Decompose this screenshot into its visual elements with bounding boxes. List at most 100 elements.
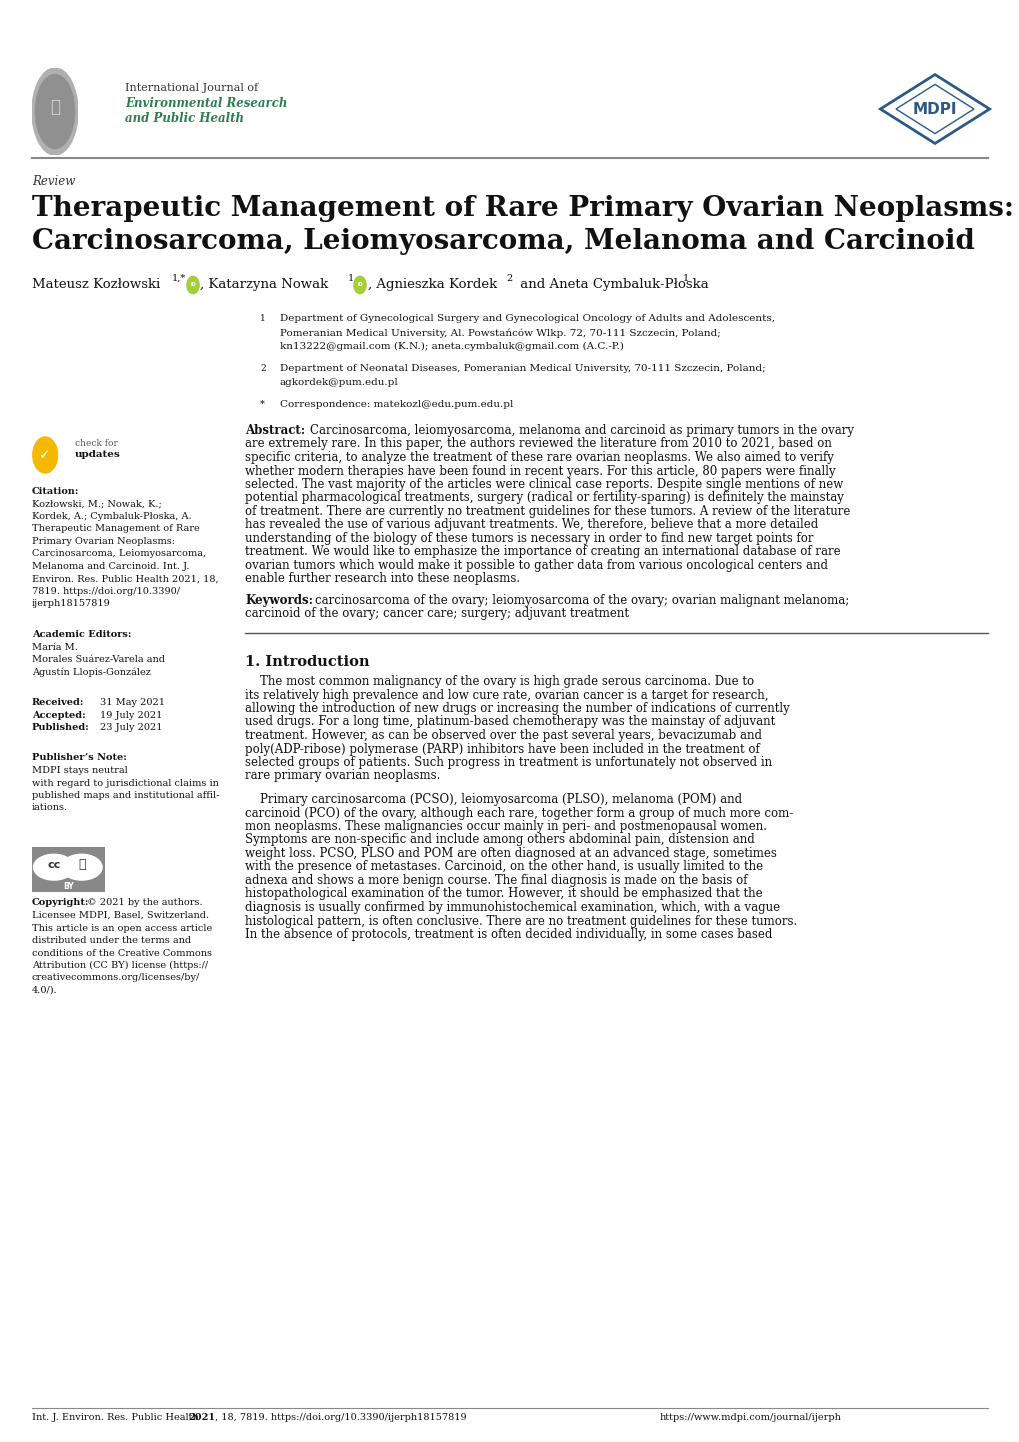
Text: selected groups of patients. Such progress in treatment is unfortunately not obs: selected groups of patients. Such progre… xyxy=(245,756,771,769)
Text: Primary carcinosarcoma (PCSO), leiomyosarcoma (PLSO), melanoma (POM) and: Primary carcinosarcoma (PCSO), leiomyosa… xyxy=(245,793,742,806)
Text: carcinoid of the ovary; cancer care; surgery; adjuvant treatment: carcinoid of the ovary; cancer care; sur… xyxy=(245,607,629,620)
Text: Published:: Published: xyxy=(32,722,90,733)
Text: Environmental Research: Environmental Research xyxy=(125,97,287,110)
Ellipse shape xyxy=(32,68,77,154)
Text: potential pharmacological treatments, surgery (radical or fertility-sparing) is : potential pharmacological treatments, su… xyxy=(245,492,843,505)
Text: cc: cc xyxy=(47,859,60,870)
Text: International Journal of: International Journal of xyxy=(125,84,258,92)
Text: 2021: 2021 xyxy=(187,1413,215,1422)
Text: iations.: iations. xyxy=(32,803,68,812)
Text: poly(ADP-ribose) polymerase (PARP) inhibitors have been included in the treatmen: poly(ADP-ribose) polymerase (PARP) inhib… xyxy=(245,743,759,756)
Text: and Public Health: and Public Health xyxy=(125,112,244,125)
Text: histopathological examination of the tumor. However, it should be emphasized tha: histopathological examination of the tum… xyxy=(245,887,762,900)
Text: MDPI: MDPI xyxy=(912,101,956,117)
Text: ✓: ✓ xyxy=(40,448,51,461)
Text: BY: BY xyxy=(63,883,73,891)
Text: Environ. Res. Public Health 2021, 18,: Environ. Res. Public Health 2021, 18, xyxy=(32,574,218,584)
Text: https://www.mdpi.com/journal/ijerph: https://www.mdpi.com/journal/ijerph xyxy=(659,1413,841,1422)
Text: of treatment. There are currently no treatment guidelines for these tumors. A re: of treatment. There are currently no tre… xyxy=(245,505,850,518)
Text: Citation:: Citation: xyxy=(32,487,79,496)
Text: Review: Review xyxy=(32,174,75,187)
Text: whether modern therapies have been found in recent years. For this article, 80 p: whether modern therapies have been found… xyxy=(245,464,835,477)
Text: its relatively high prevalence and low cure rate, ovarian cancer is a target for: its relatively high prevalence and low c… xyxy=(245,688,767,701)
Text: Abstract:: Abstract: xyxy=(245,424,305,437)
Text: specific criteria, to analyze the treatment of these rare ovarian neoplasms. We : specific criteria, to analyze the treatm… xyxy=(245,451,834,464)
Circle shape xyxy=(61,854,102,880)
Text: 1: 1 xyxy=(347,274,354,283)
Text: Accepted:: Accepted: xyxy=(32,711,86,720)
Text: María M.: María M. xyxy=(32,643,77,652)
Text: weight loss. PCSO, PLSO and POM are often diagnosed at an advanced stage, someti: weight loss. PCSO, PLSO and POM are ofte… xyxy=(245,846,776,859)
Text: Symptoms are non-specific and include among others abdominal pain, distension an: Symptoms are non-specific and include am… xyxy=(245,833,754,846)
Text: iD: iD xyxy=(190,283,196,287)
Text: check for: check for xyxy=(75,438,118,448)
Text: Carcinosarcoma, leiomyosarcoma, melanoma and carcinoid as primary tumors in the : Carcinosarcoma, leiomyosarcoma, melanoma… xyxy=(310,424,853,437)
Text: ovarian tumors which would make it possible to gather data from various oncologi: ovarian tumors which would make it possi… xyxy=(245,559,827,572)
Text: 23 July 2021: 23 July 2021 xyxy=(100,722,162,733)
Text: Agustín Llopis-González: Agustín Llopis-González xyxy=(32,668,151,676)
Text: treatment. However, as can be observed over the past several years, bevacizumab : treatment. However, as can be observed o… xyxy=(245,730,761,743)
Text: © 2021 by the authors.: © 2021 by the authors. xyxy=(87,898,203,907)
Text: *: * xyxy=(260,399,265,410)
Text: Academic Editors:: Academic Editors: xyxy=(32,630,131,639)
Text: are extremely rare. In this paper, the authors reviewed the literature from 2010: are extremely rare. In this paper, the a… xyxy=(245,437,832,450)
Text: distributed under the terms and: distributed under the terms and xyxy=(32,936,191,945)
Text: has revealed the use of various adjuvant treatments. We, therefore, believe that: has revealed the use of various adjuvant… xyxy=(245,519,817,532)
Text: Received:: Received: xyxy=(32,698,85,707)
Text: , 18, 7819. https://doi.org/10.3390/ijerph18157819: , 18, 7819. https://doi.org/10.3390/ijer… xyxy=(215,1413,466,1422)
Text: updates: updates xyxy=(75,450,120,459)
Text: creativecommons.org/licenses/by/: creativecommons.org/licenses/by/ xyxy=(32,973,200,982)
Text: adnexa and shows a more benign course. The final diagnosis is made on the basis : adnexa and shows a more benign course. T… xyxy=(245,874,747,887)
Text: Ⓘ: Ⓘ xyxy=(77,858,86,871)
Text: The most common malignancy of the ovary is high grade serous carcinoma. Due to: The most common malignancy of the ovary … xyxy=(245,675,753,688)
Text: 31 May 2021: 31 May 2021 xyxy=(100,698,165,707)
Text: rare primary ovarian neoplasms.: rare primary ovarian neoplasms. xyxy=(245,770,440,783)
Text: agkordek@pum.edu.pl: agkordek@pum.edu.pl xyxy=(280,378,398,386)
Text: Copyright:: Copyright: xyxy=(32,898,90,907)
Text: Carcinosarcoma, Leiomyosarcoma, Melanoma and Carcinoid: Carcinosarcoma, Leiomyosarcoma, Melanoma… xyxy=(32,228,974,255)
Text: 2: 2 xyxy=(260,363,265,373)
Text: Kordek, A.; Cymbaluk-Płoska, A.: Kordek, A.; Cymbaluk-Płoska, A. xyxy=(32,512,192,521)
Text: Mateusz Kozłowski: Mateusz Kozłowski xyxy=(32,278,160,291)
Text: published maps and institutional affil-: published maps and institutional affil- xyxy=(32,792,219,800)
Text: 4.0/).: 4.0/). xyxy=(32,986,58,995)
Text: with regard to jurisdictional claims in: with regard to jurisdictional claims in xyxy=(32,779,219,787)
Text: understanding of the biology of these tumors is necessary in order to find new t: understanding of the biology of these tu… xyxy=(245,532,813,545)
Text: carcinoid (PCO) of the ovary, although each rare, together form a group of much : carcinoid (PCO) of the ovary, although e… xyxy=(245,806,793,819)
Text: iD: iD xyxy=(357,283,363,287)
Text: Kozłowski, M.; Nowak, K.;: Kozłowski, M.; Nowak, K.; xyxy=(32,499,162,509)
Text: diagnosis is usually confirmed by immunohistochemical examination, which, with a: diagnosis is usually confirmed by immuno… xyxy=(245,901,780,914)
Text: Attribution (CC BY) license (https://: Attribution (CC BY) license (https:// xyxy=(32,960,208,970)
Text: carcinosarcoma of the ovary; leiomyosarcoma of the ovary; ovarian malignant mela: carcinosarcoma of the ovary; leiomyosarc… xyxy=(315,594,849,607)
Text: with the presence of metastases. Carcinoid, on the other hand, is usually limite: with the presence of metastases. Carcino… xyxy=(245,861,762,874)
Text: selected. The vast majority of the articles were clinical case reports. Despite : selected. The vast majority of the artic… xyxy=(245,477,843,490)
Text: In the absence of protocols, treatment is often decided individually, in some ca: In the absence of protocols, treatment i… xyxy=(245,929,771,942)
Text: 1: 1 xyxy=(260,314,266,323)
Text: histological pattern, is often conclusive. There are no treatment guidelines for: histological pattern, is often conclusiv… xyxy=(245,914,797,927)
Text: 1: 1 xyxy=(683,274,689,283)
Text: 7819. https://doi.org/10.3390/: 7819. https://doi.org/10.3390/ xyxy=(32,587,179,596)
Text: Therapeutic Management of Rare Primary Ovarian Neoplasms:: Therapeutic Management of Rare Primary O… xyxy=(32,195,1013,222)
Text: ijerph18157819: ijerph18157819 xyxy=(32,600,111,609)
Text: Correspondence: matekozl@edu.pum.edu.pl: Correspondence: matekozl@edu.pum.edu.pl xyxy=(280,399,513,410)
Text: 🚶: 🚶 xyxy=(50,98,60,117)
Text: Therapeutic Management of Rare: Therapeutic Management of Rare xyxy=(32,525,200,534)
Text: , Agnieszka Kordek: , Agnieszka Kordek xyxy=(368,278,497,291)
Text: Melanoma and Carcinoid. Int. J.: Melanoma and Carcinoid. Int. J. xyxy=(32,562,190,571)
Text: Licensee MDPI, Basel, Switzerland.: Licensee MDPI, Basel, Switzerland. xyxy=(32,911,209,920)
Text: 1,*: 1,* xyxy=(172,274,186,283)
Circle shape xyxy=(34,854,74,880)
Text: used drugs. For a long time, platinum-based chemotherapy was the mainstay of adj: used drugs. For a long time, platinum-ba… xyxy=(245,715,774,728)
Text: treatment. We would like to emphasize the importance of creating an internationa: treatment. We would like to emphasize th… xyxy=(245,545,840,558)
Text: Keywords:: Keywords: xyxy=(245,594,313,607)
Text: 19 July 2021: 19 July 2021 xyxy=(100,711,162,720)
Text: allowing the introduction of new drugs or increasing the number of indications o: allowing the introduction of new drugs o… xyxy=(245,702,789,715)
Text: kn13222@gmail.com (K.N.); aneta.cymbaluk@gmail.com (A.C.-P.): kn13222@gmail.com (K.N.); aneta.cymbaluk… xyxy=(280,342,624,350)
Text: Morales Suárez-Varela and: Morales Suárez-Varela and xyxy=(32,655,165,663)
Text: Pomeranian Medical University, Al. Powstańców Wlkp. 72, 70-111 Szczecin, Poland;: Pomeranian Medical University, Al. Powst… xyxy=(280,327,720,337)
Text: enable further research into these neoplasms.: enable further research into these neopl… xyxy=(245,572,520,585)
Text: Int. J. Environ. Res. Public Health: Int. J. Environ. Res. Public Health xyxy=(32,1413,202,1422)
FancyBboxPatch shape xyxy=(32,846,106,893)
Text: Department of Neonatal Diseases, Pomeranian Medical University, 70-111 Szczecin,: Department of Neonatal Diseases, Pomeran… xyxy=(280,363,765,373)
Text: Primary Ovarian Neoplasms:: Primary Ovarian Neoplasms: xyxy=(32,536,175,547)
